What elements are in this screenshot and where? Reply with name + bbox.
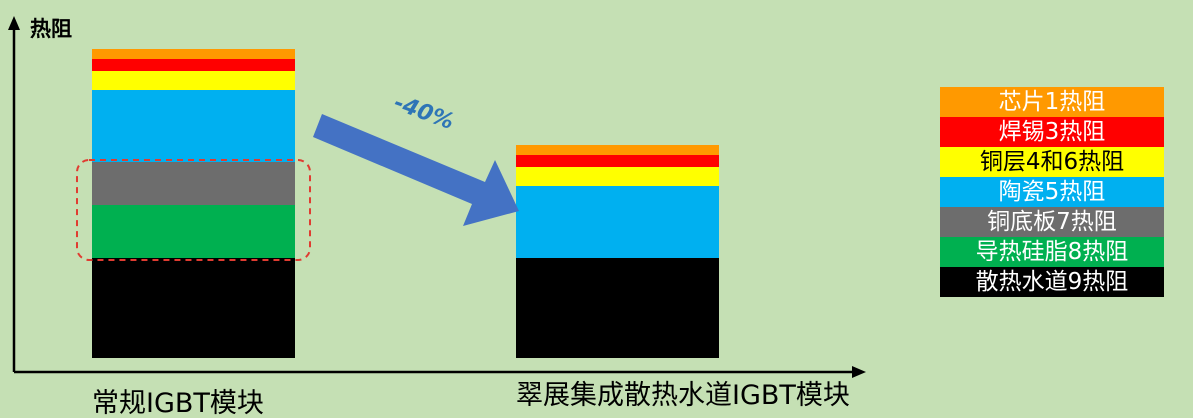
- category-label: 翠展集成散热水道IGBT模块: [516, 380, 850, 411]
- category-label: 常规IGBT模块: [92, 388, 264, 418]
- bar-segment: [92, 205, 295, 258]
- bar-segment: [516, 186, 719, 258]
- legend-item: 铜底板7热阻: [940, 207, 1164, 237]
- bar-segment: [92, 162, 295, 205]
- legend-item: 散热水道9热阻: [940, 267, 1164, 297]
- y-axis-arrow: [8, 16, 20, 30]
- bar-segment: [92, 49, 295, 59]
- reduction-annotation: -40%: [390, 90, 457, 135]
- legend-item: 陶瓷5热阻: [940, 177, 1164, 207]
- legend-item: 铜层4和6热阻: [940, 147, 1164, 177]
- axes: 热阻: [8, 16, 866, 378]
- bar-segment: [92, 71, 295, 90]
- bar-segment: [516, 167, 719, 186]
- bar-segment: [516, 145, 719, 155]
- bar-segment: [516, 258, 719, 358]
- bar-segment: [92, 59, 295, 71]
- labels: 常规IGBT模块 翠展集成散热水道IGBT模块: [92, 380, 850, 418]
- reduction-arrow: [313, 114, 519, 226]
- x-axis-arrow: [852, 366, 866, 378]
- legend: 芯片1热阻 焊锡3热阻 铜层4和6热阻 陶瓷5热阻 铜底板7热阻 导热硅脂8热阻 散热水道9…: [940, 87, 1164, 297]
- bar-segment: [92, 258, 295, 358]
- legend-item: 芯片1热阻: [940, 87, 1164, 117]
- bars: [92, 49, 719, 358]
- y-axis-label: 热阻: [30, 17, 72, 41]
- legend-item: 焊锡3热阻: [940, 117, 1164, 147]
- highlight-box: [76, 159, 311, 261]
- bar-segment: [92, 90, 295, 162]
- bar-segment: [516, 155, 719, 167]
- legend-item: 导热硅脂8热阻: [940, 237, 1164, 267]
